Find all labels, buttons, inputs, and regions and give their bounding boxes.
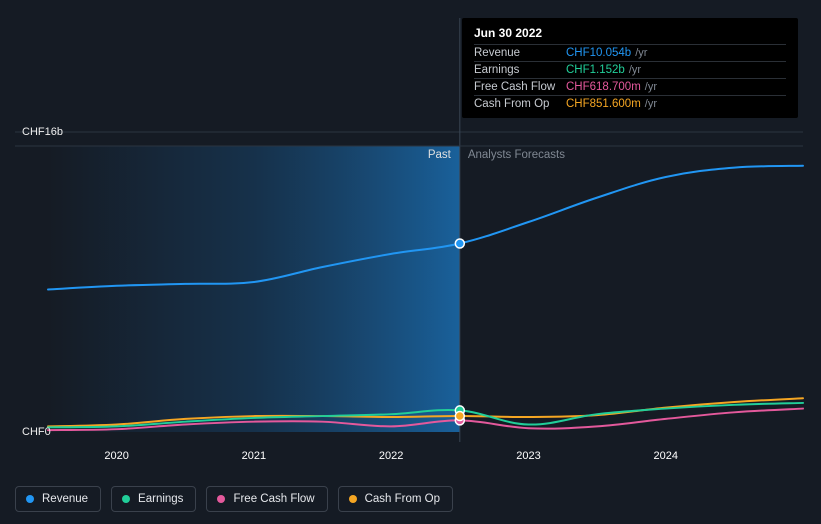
tooltip-rows: RevenueCHF10.054b/yrEarningsCHF1.152b/yr… xyxy=(474,44,786,112)
tooltip-metric-name: Cash From Op xyxy=(474,98,566,110)
tooltip-row: RevenueCHF10.054b/yr xyxy=(474,44,786,61)
tooltip-metric-unit: /yr xyxy=(635,47,647,59)
tooltip-row: EarningsCHF1.152b/yr xyxy=(474,61,786,78)
tooltip-metric-name: Free Cash Flow xyxy=(474,81,566,93)
chart-legend: Revenue Earnings Free Cash Flow Cash From O… xyxy=(15,486,453,512)
chart-tooltip: Jun 30 2022 RevenueCHF10.054b/yrEarnings… xyxy=(462,18,798,118)
tooltip-metric-unit: /yr xyxy=(645,98,657,110)
legend-dot-icon xyxy=(122,495,130,503)
legend-item-earnings[interactable]: Earnings xyxy=(111,486,196,512)
tooltip-date: Jun 30 2022 xyxy=(474,26,786,44)
legend-dot-icon xyxy=(217,495,225,503)
tooltip-metric-name: Earnings xyxy=(474,64,566,76)
tooltip-metric-value: CHF10.054b xyxy=(566,47,631,59)
legend-label: Revenue xyxy=(42,493,88,505)
forecast-label: Analysts Forecasts xyxy=(468,149,565,161)
legend-label: Free Cash Flow xyxy=(233,493,314,505)
x-axis-tick: 2021 xyxy=(242,450,266,462)
tooltip-row: Cash From OpCHF851.600m/yr xyxy=(474,95,786,112)
legend-dot-icon xyxy=(26,495,34,503)
tooltip-metric-value: CHF618.700m xyxy=(566,81,641,93)
y-axis-label: CHF0 xyxy=(22,426,51,438)
tooltip-metric-value: CHF1.152b xyxy=(566,64,625,76)
tooltip-metric-unit: /yr xyxy=(645,81,657,93)
legend-item-cfo[interactable]: Cash From Op xyxy=(338,486,453,512)
x-axis-tick: 2023 xyxy=(516,450,540,462)
past-label: Past xyxy=(428,149,451,161)
x-axis-tick: 2020 xyxy=(104,450,128,462)
legend-dot-icon xyxy=(349,495,357,503)
legend-label: Cash From Op xyxy=(365,493,440,505)
x-axis-tick: 2024 xyxy=(653,450,677,462)
x-axis-tick: 2022 xyxy=(379,450,403,462)
tooltip-metric-unit: /yr xyxy=(629,64,641,76)
tooltip-row: Free Cash FlowCHF618.700m/yr xyxy=(474,78,786,95)
legend-label: Earnings xyxy=(138,493,183,505)
tooltip-metric-name: Revenue xyxy=(474,47,566,59)
legend-item-fcf[interactable]: Free Cash Flow xyxy=(206,486,327,512)
tooltip-metric-value: CHF851.600m xyxy=(566,98,641,110)
y-axis-label: CHF16b xyxy=(22,126,63,138)
financials-chart: Jun 30 2022 RevenueCHF10.054b/yrEarnings… xyxy=(0,0,821,524)
legend-item-revenue[interactable]: Revenue xyxy=(15,486,101,512)
